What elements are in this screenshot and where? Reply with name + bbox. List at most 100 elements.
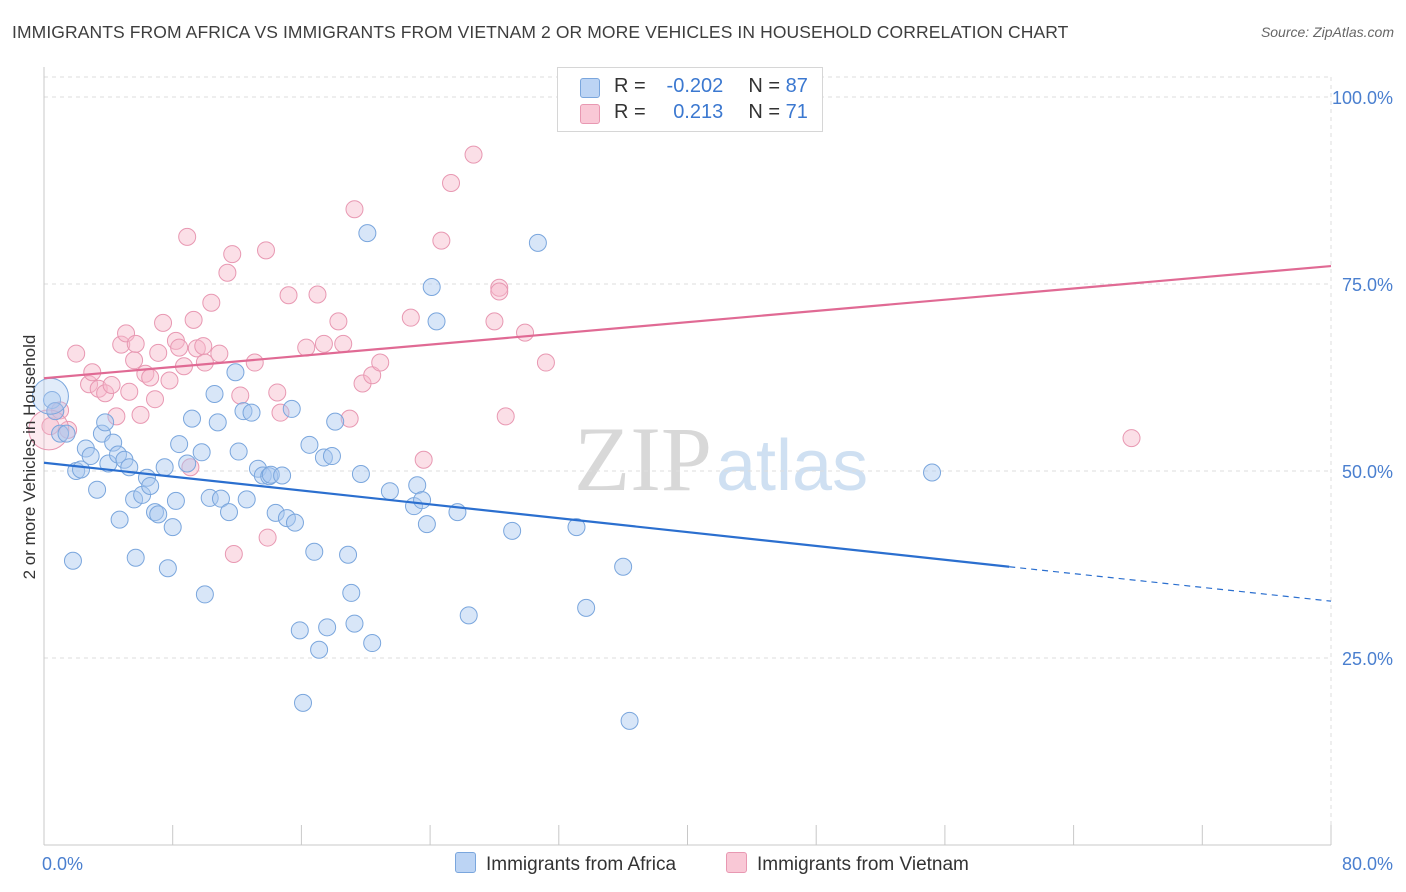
watermark-zip: ZIP (574, 408, 712, 510)
africa-point (211, 489, 230, 508)
vietnam-point (340, 409, 359, 428)
africa-point (567, 518, 586, 537)
africa-point (104, 433, 123, 452)
africa-point (322, 447, 341, 466)
africa-point (310, 640, 329, 659)
vietnam-point (224, 545, 243, 564)
vietnam-point (194, 337, 213, 356)
africa-point (294, 693, 313, 712)
axes (43, 67, 1332, 846)
vietnam-point (490, 282, 509, 301)
africa-point (363, 634, 382, 653)
africa-point (43, 390, 62, 409)
legend-n-value: 71 (785, 101, 808, 123)
africa-point (226, 363, 245, 382)
africa-trend-extension (1009, 566, 1332, 602)
vietnam-point (223, 245, 242, 264)
africa-point (300, 435, 319, 454)
vietnam-point (464, 145, 483, 164)
africa-point (57, 424, 76, 443)
africa-point (81, 447, 100, 466)
vietnam-point (195, 353, 214, 372)
vietnam-point (401, 308, 420, 327)
vietnam-legend-label: Immigrants from Vietnam (757, 854, 969, 875)
africa-point (266, 503, 285, 522)
africa-point (614, 557, 633, 576)
vietnam-point (178, 227, 197, 246)
legend-n-value: 87 (785, 75, 808, 97)
africa-point (88, 480, 107, 499)
africa-point (282, 399, 301, 418)
africa-point (96, 413, 115, 432)
africa-point (620, 711, 639, 730)
africa-point (166, 491, 185, 510)
vietnam-point (210, 344, 229, 363)
vietnam-point (245, 353, 264, 372)
y-tick-label: 75.0% (1342, 275, 1393, 295)
watermark-atlas: atlas (716, 426, 868, 506)
africa-point (242, 403, 261, 422)
africa-point (163, 518, 182, 537)
africa-point (46, 402, 65, 421)
vietnam-point (414, 450, 433, 469)
africa-point (208, 413, 227, 432)
africa-point (285, 513, 304, 532)
africa-point (528, 233, 547, 252)
vietnam-points (28, 145, 1141, 564)
vietnam-point (131, 405, 150, 424)
africa-point (417, 515, 436, 534)
source-label: Source: ZipAtlas.com (1260, 24, 1394, 40)
africa-point (422, 277, 441, 296)
vietnam-point (125, 351, 144, 370)
africa-point (192, 443, 211, 462)
africa-point (229, 442, 248, 461)
africa-point (170, 435, 189, 454)
legend-item-vietnam: Immigrants from Vietnam (726, 852, 969, 876)
y-tick-label: 100.0% (1332, 88, 1393, 108)
vietnam-trend-line (43, 264, 1332, 380)
africa-point (339, 545, 358, 564)
vietnam-point (112, 335, 131, 354)
y-tick-label: 25.0% (1342, 649, 1393, 669)
vietnam-point (83, 363, 102, 382)
vietnam-point (160, 371, 179, 390)
africa-point (205, 384, 224, 403)
vietnam-point (120, 382, 139, 401)
africa-point (342, 583, 361, 602)
vietnam-point (496, 407, 515, 426)
vietnam-point (67, 344, 86, 363)
vietnam-point (536, 353, 555, 372)
africa-point (155, 458, 174, 477)
vietnam-point (363, 366, 382, 385)
vietnam-point (308, 285, 327, 304)
vietnam-point (345, 200, 364, 219)
africa-swatch (580, 78, 600, 98)
vietnam-legend-swatch (726, 852, 747, 873)
africa-points (31, 224, 942, 730)
africa-point (237, 490, 256, 509)
africa-point (220, 503, 239, 522)
africa-point (141, 476, 160, 495)
africa-trend-line (43, 461, 1010, 568)
vietnam-point (231, 386, 250, 405)
vietnam-point (334, 334, 353, 353)
africa-point (345, 614, 364, 633)
vietnam-point (28, 409, 70, 451)
africa-point (149, 505, 168, 524)
africa-point (63, 551, 82, 570)
legend-r-value: 0.213 (673, 101, 724, 123)
legend-r-label: R = (614, 101, 646, 123)
legend-r-value: -0.202 (666, 75, 724, 97)
vietnam-point (257, 241, 276, 260)
africa-point (195, 585, 214, 604)
vietnam-point (268, 383, 287, 402)
vietnam-point (329, 312, 348, 331)
vietnam-point (485, 312, 504, 331)
africa-point (326, 412, 345, 431)
africa-point (380, 482, 399, 501)
africa-legend-swatch (455, 852, 476, 873)
legend-r-label: R = (614, 75, 646, 97)
y-tick-labels: 25.0% 50.0% 75.0% 100.0% (1332, 88, 1393, 669)
watermark: ZIP atlas (574, 408, 868, 510)
